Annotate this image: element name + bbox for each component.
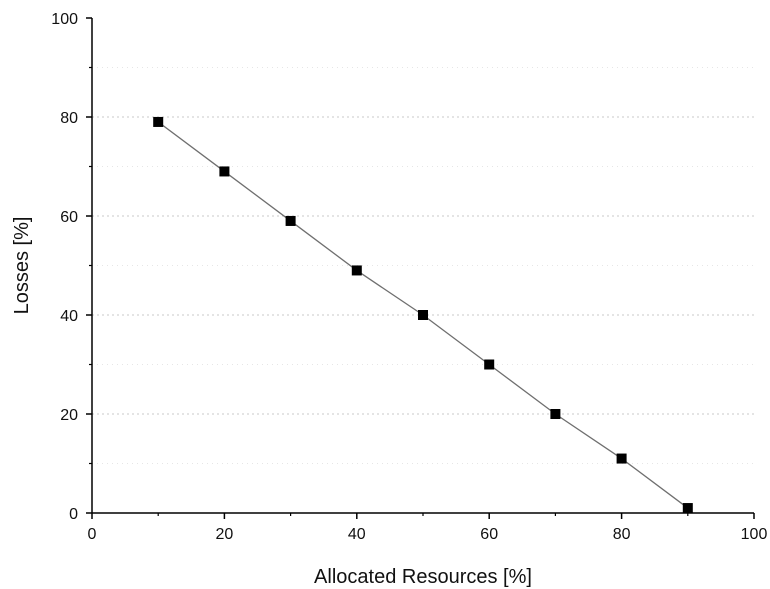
- data-point-marker: [682, 503, 693, 514]
- data-series: [153, 116, 693, 514]
- x-tick-label: 100: [741, 526, 768, 543]
- data-point-marker: [484, 359, 495, 370]
- y-tick-label: 60: [60, 209, 78, 226]
- data-point-marker: [219, 166, 230, 177]
- data-point-marker: [285, 215, 296, 226]
- data-point-marker: [418, 310, 428, 320]
- data-point-marker: [616, 453, 627, 464]
- axis-ticks: 0 20 40 60 80 100 0 20 40 60 80 100: [51, 11, 767, 543]
- x-tick-label: 80: [613, 526, 631, 543]
- x-tick-label: 60: [480, 526, 498, 543]
- x-tick-label: 20: [216, 526, 234, 543]
- y-tick-label: 80: [60, 110, 78, 127]
- y-tick-label: 0: [69, 506, 78, 523]
- y-tick-label: 20: [60, 407, 78, 424]
- y-tick-label: 100: [51, 11, 78, 28]
- gridlines: [92, 67, 754, 464]
- x-axis-title: Allocated Resources [%]: [314, 566, 532, 588]
- data-point-marker: [153, 116, 164, 127]
- data-point-marker: [550, 409, 561, 419]
- y-tick-label: 40: [60, 308, 78, 325]
- x-tick-label: 0: [88, 526, 97, 543]
- y-axis-title: Losses [%]: [11, 217, 33, 315]
- data-point-marker: [351, 265, 362, 276]
- x-tick-label: 40: [348, 526, 366, 543]
